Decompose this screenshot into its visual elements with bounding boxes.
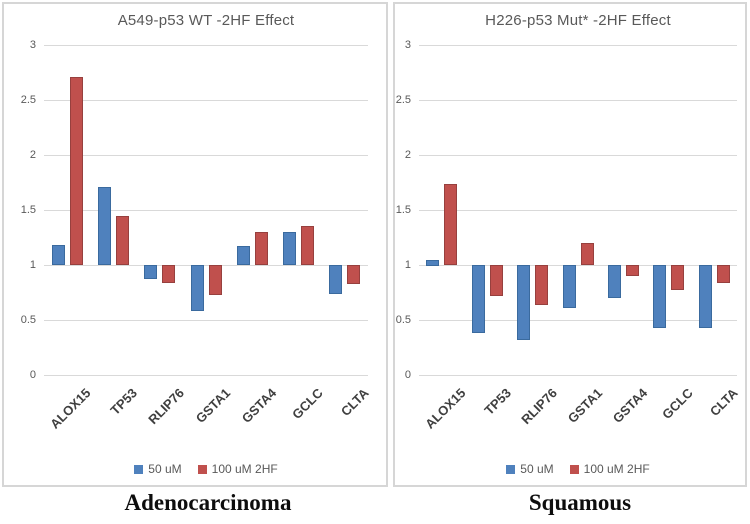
y-gridline bbox=[44, 210, 368, 211]
bar-gsta4-50um bbox=[237, 246, 250, 265]
y-axis-tick-label: 2.5 bbox=[395, 94, 411, 106]
bar-clta-100um-2hf bbox=[717, 265, 730, 283]
x-axis-category-label: CLTA bbox=[338, 385, 372, 420]
y-gridline bbox=[44, 100, 368, 101]
bar-gclc-50um bbox=[653, 265, 666, 328]
bar-tp53-50um bbox=[98, 187, 111, 265]
bar-gclc-50um bbox=[283, 232, 296, 265]
legend-swatch-icon bbox=[197, 464, 207, 474]
chart-panel-squamous: H226-p53 Mut* -2HF Effect 3 2.5 2 1.5 1 0.5 0 A… bbox=[393, 2, 747, 487]
bar-clta-50um bbox=[699, 265, 712, 328]
legend-swatch-icon bbox=[569, 464, 579, 474]
bar-clta-50um bbox=[329, 265, 342, 294]
legend-item: 100 uM 2HF bbox=[197, 462, 278, 476]
x-axis-category-label: RLIP76 bbox=[145, 385, 187, 428]
legend-item: 50 uM bbox=[506, 462, 554, 476]
x-axis-category-label: GSTA4 bbox=[609, 385, 650, 426]
bar-gclc-100um-2hf bbox=[671, 265, 684, 290]
y-axis-tick-label: 2 bbox=[404, 149, 411, 161]
y-gridline bbox=[44, 155, 368, 156]
bar-clta-100um-2hf bbox=[347, 265, 360, 284]
y-axis-tick-label: 2.5 bbox=[20, 94, 36, 106]
x-axis-category-label: ALOX15 bbox=[422, 385, 469, 432]
bar-alox15-100um-2hf bbox=[444, 184, 457, 265]
y-axis-tick-label: 1.5 bbox=[20, 204, 36, 216]
legend-item: 50 uM bbox=[134, 462, 182, 476]
chart-title: H226-p53 Mut* -2HF Effect bbox=[485, 12, 671, 29]
y-gridline bbox=[419, 265, 737, 266]
y-axis-tick-label: 2 bbox=[29, 149, 36, 161]
y-gridline bbox=[419, 45, 737, 46]
y-gridline bbox=[44, 265, 368, 266]
legend: 50 uM 100 uM 2HF bbox=[419, 463, 737, 475]
bar-gsta4-100um-2hf bbox=[626, 265, 639, 276]
y-axis-tick-label: 0 bbox=[29, 369, 36, 381]
y-gridline bbox=[419, 375, 737, 376]
y-axis-tick-label: 3 bbox=[404, 39, 411, 51]
y-axis-tick-label: 1.5 bbox=[395, 204, 411, 216]
legend-label: 50 uM bbox=[148, 462, 182, 476]
legend-label: 100 uM 2HF bbox=[211, 462, 278, 476]
x-axis-category-label: ALOX15 bbox=[47, 385, 94, 432]
bar-gsta1-50um bbox=[563, 265, 576, 308]
bar-gsta1-50um bbox=[191, 265, 204, 311]
legend-swatch-icon bbox=[506, 464, 516, 474]
bar-tp53-100um-2hf bbox=[490, 265, 503, 296]
x-axis-category-label: GSTA1 bbox=[564, 385, 605, 426]
legend-item: 100 uM 2HF bbox=[569, 462, 650, 476]
bar-alox15-100um-2hf bbox=[70, 77, 83, 265]
legend-label: 50 uM bbox=[520, 462, 554, 476]
y-axis-tick-label: 1 bbox=[404, 259, 411, 271]
plot-area: 3 2.5 2 1.5 1 0.5 0 ALOX15 TP53 RLIP76 GSTA1 GSTA4 G… bbox=[4, 4, 386, 485]
x-axis-category-label: GCLC bbox=[289, 385, 326, 422]
bar-gsta4-50um bbox=[608, 265, 621, 298]
bar-alox15-50um bbox=[52, 245, 65, 265]
y-axis-tick-label: 0 bbox=[404, 369, 411, 381]
legend: 50 uM 100 uM 2HF bbox=[44, 463, 368, 475]
y-gridline bbox=[419, 320, 737, 321]
bar-rlip76-100um-2hf bbox=[162, 265, 175, 283]
y-gridline bbox=[419, 155, 737, 156]
bar-rlip76-100um-2hf bbox=[535, 265, 548, 305]
y-gridline bbox=[419, 210, 737, 211]
legend-swatch-icon bbox=[134, 464, 144, 474]
y-gridline bbox=[44, 320, 368, 321]
y-gridline bbox=[44, 45, 368, 46]
y-axis-tick-label: 3 bbox=[29, 39, 36, 51]
x-axis-category-label: TP53 bbox=[481, 385, 514, 418]
x-axis-category-label: RLIP76 bbox=[518, 385, 560, 428]
bar-rlip76-50um bbox=[517, 265, 530, 340]
caption-squamous: Squamous bbox=[528, 490, 632, 515]
x-axis-category-label: GSTA1 bbox=[192, 385, 233, 426]
x-axis-category-label: GSTA4 bbox=[238, 385, 279, 426]
chart-panel-adenocarcinoma: A549-p53 WT -2HF Effect 3 2.5 2 1.5 1 0.5 0 ALO… bbox=[2, 2, 388, 487]
y-axis-tick-label: 0.5 bbox=[395, 314, 411, 326]
plot-area: 3 2.5 2 1.5 1 0.5 0 ALOX15 TP53 RLIP76 GSTA1 GSTA4 G… bbox=[395, 4, 745, 485]
caption-adenocarcinoma: Adenocarcinoma bbox=[124, 490, 292, 515]
x-axis-category-label: GCLC bbox=[659, 385, 696, 422]
y-axis-tick-label: 0.5 bbox=[20, 314, 36, 326]
bar-tp53-50um bbox=[472, 265, 485, 333]
bar-gsta4-100um-2hf bbox=[255, 232, 268, 265]
bar-gclc-100um-2hf bbox=[301, 226, 314, 265]
bar-rlip76-50um bbox=[144, 265, 157, 279]
x-axis-category-label: TP53 bbox=[107, 385, 140, 418]
chart-title: A549-p53 WT -2HF Effect bbox=[117, 12, 295, 29]
x-axis-category-label: CLTA bbox=[707, 385, 741, 420]
bar-alox15-50um bbox=[426, 260, 439, 266]
bar-tp53-100um-2hf bbox=[116, 216, 129, 265]
bar-gsta1-100um-2hf bbox=[581, 243, 594, 265]
y-gridline bbox=[419, 100, 737, 101]
y-gridline bbox=[44, 375, 368, 376]
legend-label: 100 uM 2HF bbox=[583, 462, 650, 476]
bar-gsta1-100um-2hf bbox=[209, 265, 222, 295]
y-axis-tick-label: 1 bbox=[29, 259, 36, 271]
